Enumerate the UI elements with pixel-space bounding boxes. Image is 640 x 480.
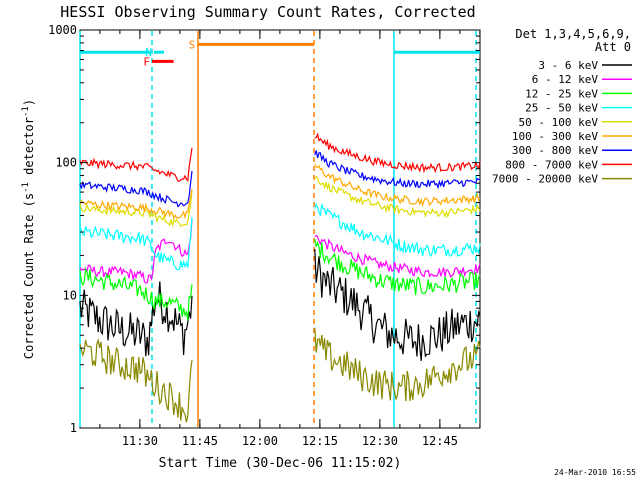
y-tick-label: 1 xyxy=(70,421,77,435)
bar-label-s: S xyxy=(189,38,196,51)
bar-label-f: F xyxy=(143,55,150,68)
legend-label-3-6-kev: 3 - 6 keV xyxy=(538,59,598,72)
series-line xyxy=(314,175,481,219)
series-line xyxy=(314,150,481,190)
x-tick-label: 12:00 xyxy=(242,434,278,448)
series-line xyxy=(314,163,481,208)
y-tick-label: 1000 xyxy=(48,23,77,37)
series-line xyxy=(79,189,193,221)
x-tick-label: 12:45 xyxy=(422,434,458,448)
series-100-300-kev xyxy=(79,163,481,221)
period-lines xyxy=(79,31,477,427)
series-line xyxy=(314,132,481,174)
chart-title: HESSI Observing Summary Count Rates, Cor… xyxy=(60,3,475,21)
series-3-6-kev xyxy=(79,248,481,361)
series-line xyxy=(79,219,193,284)
series-50-100-kev xyxy=(79,175,481,228)
series-line xyxy=(314,234,481,278)
series-line xyxy=(79,190,193,228)
legend-label-300-800-kev: 300 - 800 keV xyxy=(512,144,598,157)
series-line xyxy=(79,338,193,423)
series-300-800-kev xyxy=(79,150,481,208)
series-line xyxy=(79,217,193,271)
y-axis-label: Corrected Count Rate (s-1 detector-1) xyxy=(21,99,36,359)
series-line xyxy=(314,327,481,402)
y-axis: 1 10 100 1000 xyxy=(48,23,480,435)
series-line xyxy=(314,238,481,296)
y-tick-label: 10 xyxy=(63,288,77,302)
timestamp: 24-Mar-2010 16:55 xyxy=(554,468,636,477)
legend-title-line-2: Att 0 xyxy=(595,40,631,54)
legend-label-25-50-kev: 25 - 50 keV xyxy=(525,102,598,115)
series-line xyxy=(79,267,193,321)
series-line xyxy=(314,202,481,257)
series-12-25-kev xyxy=(79,238,481,321)
series-line xyxy=(314,248,481,361)
series-800-7000-kev xyxy=(79,132,481,183)
series-line xyxy=(79,170,193,208)
x-tick-label: 11:45 xyxy=(182,434,218,448)
legend-label-100-300-kev: 100 - 300 keV xyxy=(512,130,598,143)
x-tick-label: 12:30 xyxy=(362,434,398,448)
series-6-12-kev xyxy=(79,219,481,284)
series-line xyxy=(79,281,193,357)
series-line xyxy=(79,147,193,183)
x-tick-label: 12:15 xyxy=(302,434,338,448)
plot-area: FN S 1 10 100 1000 11:30 11:45 12:00 12:15 12:30… xyxy=(48,23,481,448)
legend-label-7000-20000-kev: 7000 - 20000 keV xyxy=(492,173,598,186)
legend-label-6-12-kev: 6 - 12 keV xyxy=(532,73,599,86)
series-25-50-kev xyxy=(79,202,481,271)
legend-title-line-1: Det 1,3,4,5,6,9, xyxy=(515,27,631,41)
bar-label-n: N xyxy=(145,46,152,59)
legend-label-800-7000-kev: 800 - 7000 keV xyxy=(505,158,598,171)
observing-bars: FN S xyxy=(80,38,480,68)
series-layer xyxy=(79,132,481,423)
x-axis-label: Start Time (30-Dec-06 11:15:02) xyxy=(159,456,402,471)
x-axis: 11:30 11:45 12:00 12:15 12:30 12:45 xyxy=(99,30,481,448)
legend-label-12-25-kev: 12 - 25 keV xyxy=(525,87,598,100)
series-7000-20000-kev xyxy=(79,327,481,423)
legend-label-50-100-kev: 50 - 100 keV xyxy=(519,116,599,129)
x-tick-label: 11:30 xyxy=(122,434,158,448)
y-tick-label: 100 xyxy=(55,156,77,170)
